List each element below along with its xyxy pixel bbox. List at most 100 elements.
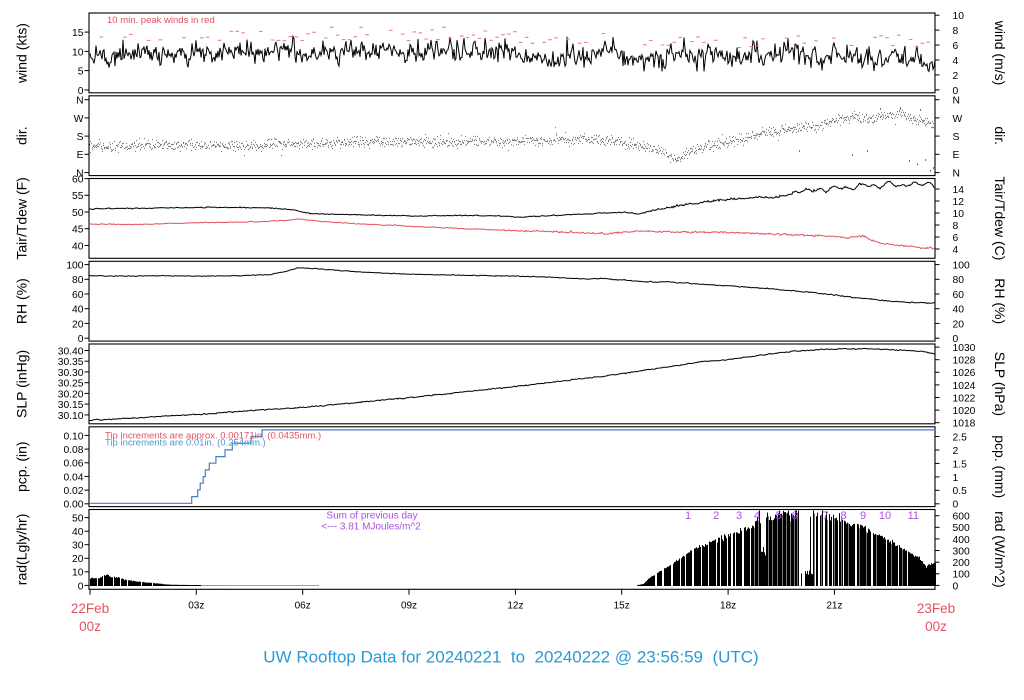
svg-text:60: 60 [953,290,965,301]
svg-text:40: 40 [953,305,965,316]
svg-text:1.5: 1.5 [953,459,968,470]
svg-text:4: 4 [953,56,959,67]
svg-text:2: 2 [953,71,959,82]
svg-text:200: 200 [953,558,970,569]
svg-text:30: 30 [72,541,84,552]
svg-text:0: 0 [953,500,959,511]
svg-text:3: 3 [736,510,742,522]
svg-text:rad(Lgly/hr): rad(Lgly/hr) [14,514,30,586]
svg-text:50: 50 [72,514,84,525]
svg-text:600: 600 [953,512,970,523]
svg-text:1020: 1020 [953,406,976,417]
svg-text:E: E [77,150,84,161]
svg-text:S: S [77,132,84,143]
svg-text:500: 500 [953,523,970,534]
svg-text:1030: 1030 [953,343,976,354]
svg-text:4: 4 [754,510,760,522]
svg-text:09z: 09z [401,601,417,612]
svg-text:0.00: 0.00 [63,500,83,511]
svg-text:30.30: 30.30 [58,368,84,379]
svg-text:0: 0 [78,334,84,345]
svg-text:20: 20 [72,319,84,330]
svg-text:1024: 1024 [953,381,976,392]
svg-text:UW Rooftop Data for 20240221: UW Rooftop Data for 20240221 to 20240222… [263,648,758,667]
svg-text:30.10: 30.10 [58,411,84,422]
svg-text:30.40: 30.40 [58,346,84,357]
svg-text:RH (%): RH (%) [14,278,30,324]
svg-text:N: N [953,169,960,180]
svg-text:Sum of previous day: Sum of previous day [326,511,417,522]
svg-text:0.02: 0.02 [63,486,83,497]
svg-text:0.04: 0.04 [63,472,83,483]
svg-text:Tair/Tdew (F): Tair/Tdew (F) [14,177,30,259]
svg-text:20: 20 [953,319,965,330]
svg-text:00z: 00z [925,619,947,634]
svg-text:12z: 12z [507,601,523,612]
svg-text:100: 100 [953,261,970,272]
svg-text:00z: 00z [79,619,101,634]
svg-text:rad (W/m^2): rad (W/m^2) [992,511,1008,588]
svg-text:Tip increments are approx. 0.0: Tip increments are approx. 0.00171in. (0… [105,430,321,441]
svg-text:0.10: 0.10 [63,431,83,442]
svg-text:5: 5 [776,510,782,522]
svg-text:N: N [76,96,83,107]
svg-text:1: 1 [685,510,691,522]
svg-text:SLP (inHg): SLP (inHg) [14,350,30,418]
svg-text:45: 45 [72,225,84,236]
svg-text:pcp. (in): pcp. (in) [14,441,30,492]
svg-text:0: 0 [78,581,84,592]
svg-text:03z: 03z [188,601,204,612]
svg-text:1028: 1028 [953,356,976,367]
svg-text:14: 14 [953,185,965,196]
svg-text:60: 60 [72,175,84,186]
svg-text:10: 10 [879,510,891,522]
svg-text:50: 50 [72,208,84,219]
svg-text:100: 100 [953,570,970,581]
svg-text:10: 10 [953,11,965,22]
svg-text:10: 10 [72,568,84,579]
svg-text:pcp. (mm): pcp. (mm) [992,435,1008,498]
svg-text:N: N [953,96,960,107]
svg-text:10: 10 [72,47,84,58]
svg-text:SLP (hPa): SLP (hPa) [992,352,1008,416]
svg-text:0: 0 [953,581,959,592]
svg-text:23Feb: 23Feb [917,601,955,616]
svg-text:4: 4 [953,245,959,256]
svg-text:80: 80 [953,275,965,286]
svg-text:2: 2 [953,446,959,457]
svg-text:15z: 15z [614,601,630,612]
svg-text:30.15: 30.15 [58,400,84,411]
svg-text:40: 40 [72,241,84,252]
svg-text:0.06: 0.06 [63,459,83,470]
svg-text:6: 6 [953,233,959,244]
svg-text:10 min. peak winds in red: 10 min. peak winds in red [107,15,215,26]
svg-text:dir.: dir. [14,126,30,145]
svg-text:11: 11 [908,510,919,522]
svg-text:wind (m/s): wind (m/s) [992,20,1008,86]
svg-text:55: 55 [72,191,84,202]
svg-text:6: 6 [953,41,959,52]
svg-text:30.25: 30.25 [58,379,84,390]
svg-text:Tip increments are 0.01in. (0.: Tip increments are 0.01in. (0.254mm.) [105,438,266,449]
svg-text:9: 9 [860,510,866,522]
svg-text:1: 1 [953,473,959,484]
svg-text:21z: 21z [826,601,842,612]
svg-text:8: 8 [841,510,847,522]
svg-text:22Feb: 22Feb [71,601,109,616]
svg-text:dir.: dir. [992,126,1008,145]
svg-text:12: 12 [953,197,965,208]
svg-text:N: N [76,169,83,180]
svg-text:10: 10 [953,209,965,220]
svg-text:0: 0 [953,334,959,345]
svg-text:2: 2 [713,510,719,522]
svg-text:0.5: 0.5 [953,486,968,497]
svg-text:E: E [953,150,960,161]
svg-text:Tair/Tdew (C): Tair/Tdew (C) [992,176,1008,260]
svg-text:40: 40 [72,305,84,316]
svg-text:6: 6 [791,510,797,522]
svg-text:100: 100 [66,261,83,272]
svg-text:5: 5 [78,67,84,78]
svg-text:2.5: 2.5 [953,432,968,443]
svg-text:8: 8 [953,26,959,37]
svg-text:W: W [953,114,963,125]
